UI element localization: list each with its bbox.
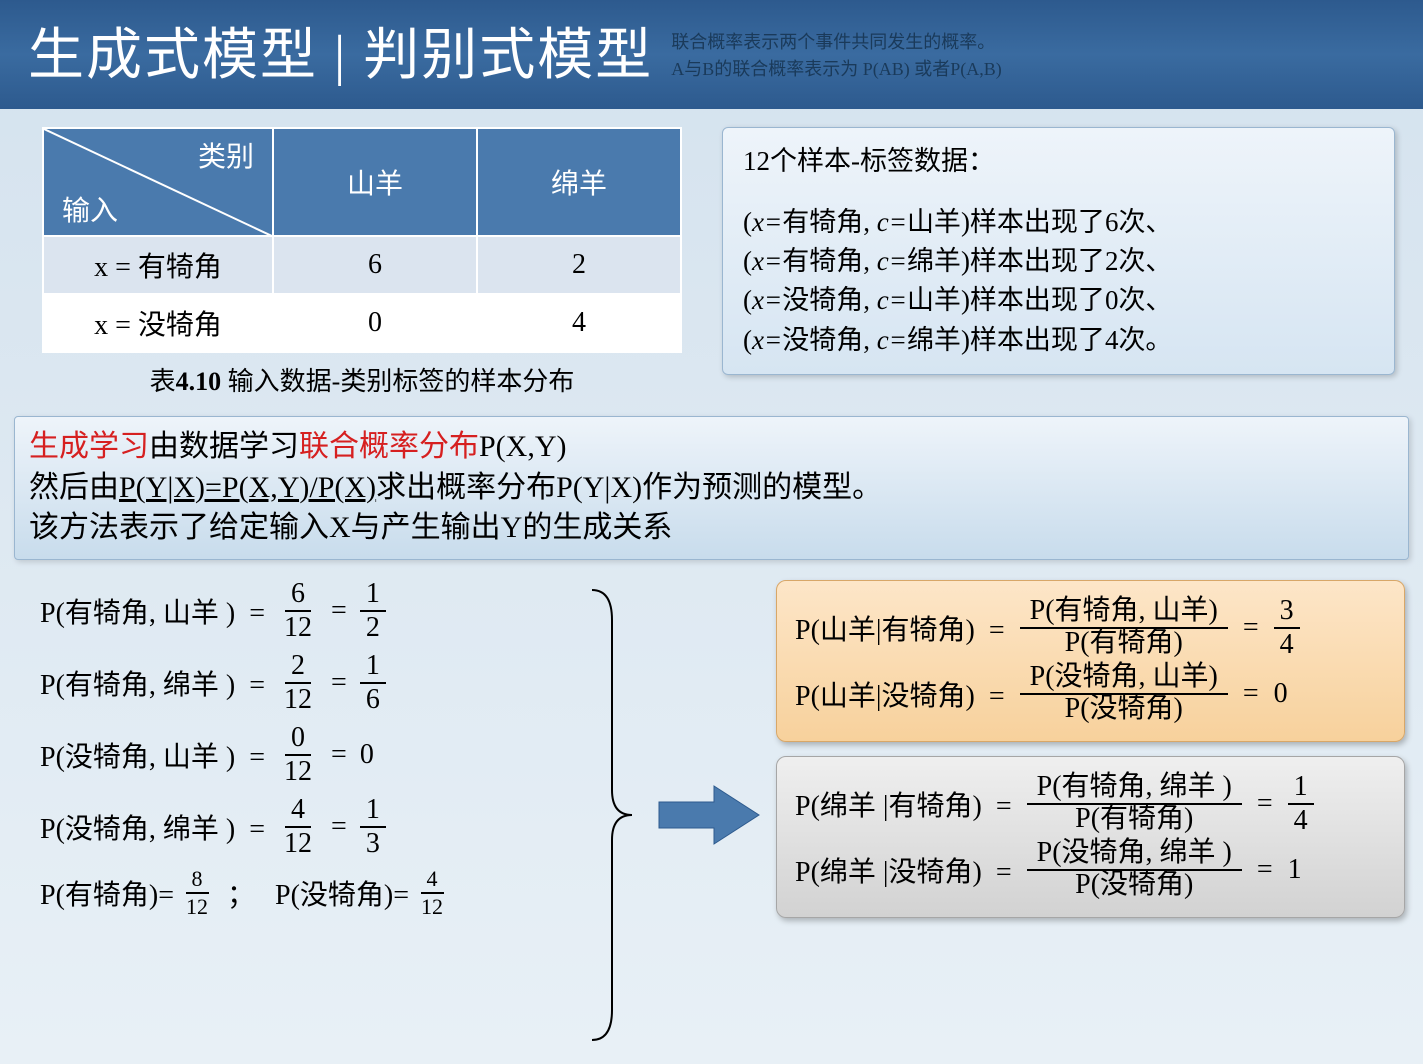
sc: 绵羊 [907, 246, 961, 276]
explanation-box: 生成学习由数据学习联合概率分布P(X,Y) 然后由P(Y|X)=P(X,Y)/P… [14, 416, 1409, 560]
sn: 0 [1105, 285, 1119, 315]
conditional-eq: P(山羊|没犄角) = P(没犄角, 山羊)P(没犄角) = 0 [795, 663, 1386, 725]
joint-eq: P(没犄角, 山羊 ) = 012 = 0 [40, 724, 570, 786]
cell: 0 [273, 294, 477, 352]
sx: 没犄角 [782, 285, 863, 315]
joint-prob-equations: P(有犄角, 山羊 ) = 612 = 12 P(有犄角, 绵羊 ) = 212 … [40, 580, 570, 928]
conditional-eq: P(绵羊 |没犄角) = P(没犄角, 绵羊 )P(没犄角) = 1 [795, 839, 1386, 901]
cell: 6 [273, 236, 477, 294]
cell: 2 [477, 236, 681, 294]
expl-line2: 然后由P(Y|X)=P(X,Y)/P(X)求出概率分布P(Y|X)作为预测的模型… [29, 468, 1394, 509]
bracket-icon [582, 580, 642, 1050]
sample-line: (x=有犄角, c=绵羊)样本出现了2次、 [743, 242, 1374, 281]
joint-eq: P(没犄角, 绵羊 ) = 412 = 13 [40, 796, 570, 858]
col-header-1: 山羊 [273, 128, 477, 236]
expl-black: 由数据学习 [149, 430, 299, 463]
sample-table: 类别 输入 山羊 绵羊 x = 有犄角 6 2 x = 没犄角 0 4 [42, 127, 682, 353]
caption-prefix: 表 [150, 367, 176, 396]
sx: 有犄角 [782, 246, 863, 276]
sn: 6 [1105, 207, 1119, 237]
expl-tail: P(X,Y) [479, 430, 567, 463]
expl2b: 求出概率分布P(Y|X)作为预测的模型。 [376, 471, 882, 504]
expl2a: 然后由 [29, 471, 119, 504]
diag-top-label: 类别 [198, 135, 254, 175]
sx: 没犄角 [782, 325, 863, 355]
sample-table-wrap: 类别 输入 山羊 绵羊 x = 有犄角 6 2 x = 没犄角 0 4 表4.1… [42, 127, 682, 398]
sample-list-box: 12个样本-标签数据： (x=有犄角, c=山羊)样本出现了6次、 (x=有犄角… [722, 127, 1395, 375]
ss: 次、 [1118, 246, 1172, 276]
expl-red1: 生成学习 [29, 430, 149, 463]
math-area: P(有犄角, 山羊 ) = 612 = 12 P(有犄角, 绵羊 ) = 212 … [0, 572, 1423, 1050]
ss: 次、 [1118, 285, 1172, 315]
table-row: x = 没犄角 0 4 [43, 294, 681, 352]
ss: 次、 [1118, 207, 1172, 237]
arrow-icon [654, 580, 764, 1050]
caption-num: 4.10 [176, 367, 222, 396]
slide-title: 生成式模型 | 判别式模型 [28, 10, 653, 91]
table-row: x = 有犄角 6 2 [43, 236, 681, 294]
sc: 绵羊 [907, 325, 961, 355]
sample-title: 12个样本-标签数据： [743, 142, 1374, 181]
slide-subtitle: 联合概率表示两个事件共同发生的概率。 A与B的联合概率表示为 P(AB) 或者P… [671, 29, 1002, 91]
sn: 2 [1105, 246, 1119, 276]
conditional-box-sheep: P(绵羊 |有犄角) = P(有犄角, 绵羊 )P(有犄角) = 14P(绵羊 … [776, 756, 1405, 918]
ss: 次。 [1118, 325, 1172, 355]
slide-header: 生成式模型 | 判别式模型 联合概率表示两个事件共同发生的概率。 A与B的联合概… [0, 0, 1423, 109]
subtitle-line2: A与B的联合概率表示为 P(AB) 或者P(A,B) [671, 56, 1002, 83]
row-label: x = 有犄角 [43, 236, 273, 294]
marginal-eq: P(有犄角)=812 ； P(没犄角)=412 [40, 868, 570, 918]
conditional-eq: P(绵羊 |有犄角) = P(有犄角, 绵羊 )P(有犄角) = 14 [795, 773, 1386, 835]
subtitle-line1: 联合概率表示两个事件共同发生的概率。 [671, 29, 1002, 56]
joint-eq: P(有犄角, 绵羊 ) = 212 = 16 [40, 652, 570, 714]
diag-bot-label: 输入 [62, 189, 118, 229]
expl-formula: P(Y|X)=P(X,Y)/P(X) [119, 471, 376, 504]
sample-line: (x=没犄角, c=绵羊)样本出现了4次。 [743, 321, 1374, 360]
table-diag-header: 类别 输入 [43, 128, 273, 236]
expl-line1: 生成学习由数据学习联合概率分布P(X,Y) [29, 427, 1394, 468]
sample-line: (x=有犄角, c=山羊)样本出现了6次、 [743, 203, 1374, 242]
joint-eq: P(有犄角, 山羊 ) = 612 = 12 [40, 580, 570, 642]
sc: 山羊 [907, 285, 961, 315]
conditional-prob-boxes: P(山羊|有犄角) = P(有犄角, 山羊)P(有犄角) = 34P(山羊|没犄… [776, 580, 1405, 918]
row-label: x = 没犄角 [43, 294, 273, 352]
conditional-box-goat: P(山羊|有犄角) = P(有犄角, 山羊)P(有犄角) = 34P(山羊|没犄… [776, 580, 1405, 742]
col-header-2: 绵羊 [477, 128, 681, 236]
expl-red2: 联合概率分布 [299, 430, 479, 463]
caption-text: 输入数据-类别标签的样本分布 [221, 367, 574, 396]
expl-line3: 该方法表示了给定输入X与产生输出Y的生成关系 [29, 508, 1394, 549]
sx: 有犄角 [782, 207, 863, 237]
cell: 4 [477, 294, 681, 352]
sample-line: (x=没犄角, c=山羊)样本出现了0次、 [743, 281, 1374, 320]
conditional-eq: P(山羊|有犄角) = P(有犄角, 山羊)P(有犄角) = 34 [795, 597, 1386, 659]
top-row: 类别 输入 山羊 绵羊 x = 有犄角 6 2 x = 没犄角 0 4 表4.1… [0, 109, 1423, 406]
table-caption: 表4.10 输入数据-类别标签的样本分布 [42, 361, 682, 398]
sc: 山羊 [907, 207, 961, 237]
sn: 4 [1105, 325, 1119, 355]
